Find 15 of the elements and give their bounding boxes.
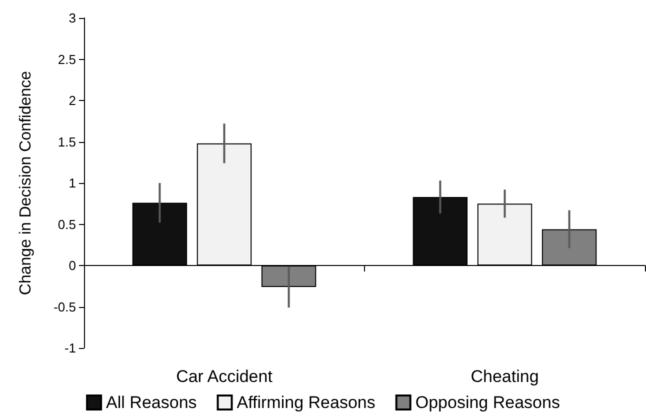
y-tick-label: 0.5 (58, 216, 76, 232)
y-tick-label: 0 (68, 258, 76, 273)
y-tick-label: 3 (68, 10, 76, 26)
y-tick-label: 1 (68, 176, 76, 190)
legend-label: Affirming Reasons (236, 393, 376, 412)
legend-label: Opposing Reasons (415, 393, 560, 412)
y-tick-label: -0.5 (54, 299, 76, 314)
x-tick-label: Cheating (470, 367, 539, 386)
y-tick-label: -1 (64, 340, 76, 356)
y-tick-label: 2.5 (58, 52, 76, 67)
y-axis-title: Change in Decision Confidence (18, 70, 34, 296)
x-tick-label: Car Accident (176, 367, 273, 386)
y-tick-label: 1.5 (58, 134, 76, 150)
y-tick-label: 2 (68, 93, 76, 108)
legend-label: All Reasons (106, 393, 197, 412)
